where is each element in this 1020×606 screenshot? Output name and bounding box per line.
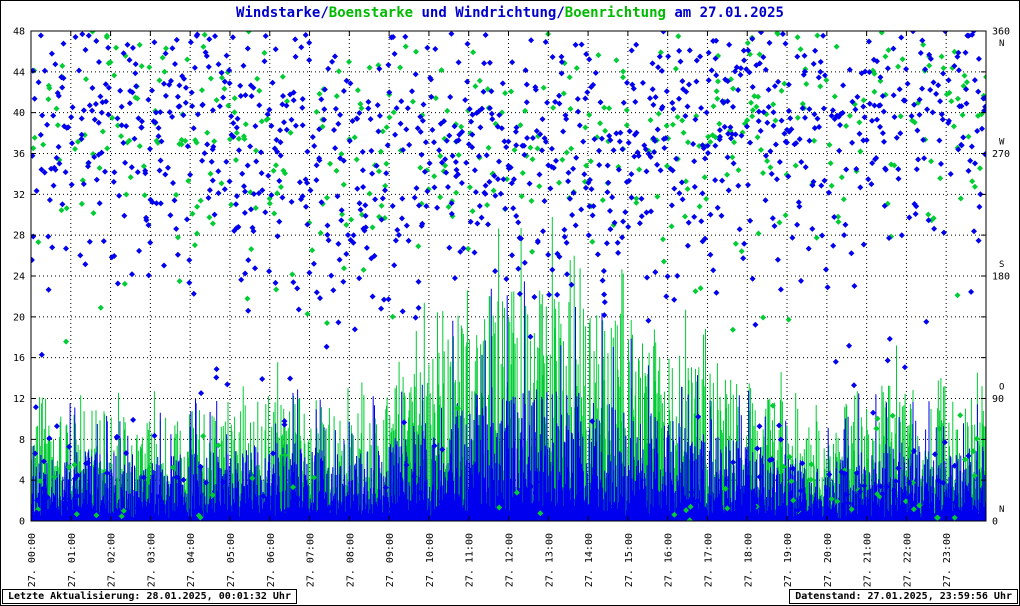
title-segment-3: Boenrichtung — [564, 5, 666, 21]
svg-text:180: 180 — [992, 272, 1010, 283]
svg-text:0: 0 — [992, 517, 998, 528]
svg-text:27. 04:00: 27. 04:00 — [186, 533, 197, 587]
footer-last-update: Letzte Aktualisierung: 28.01.2025, 00:01… — [2, 589, 297, 604]
svg-text:27. 06:00: 27. 06:00 — [266, 533, 277, 587]
svg-text:27. 07:00: 27. 07:00 — [306, 533, 317, 587]
title-segment-1: Boenstarke — [328, 5, 414, 21]
footer-data-state: Datenstand: 27.01.2025, 23:59:56 Uhr — [789, 589, 1018, 604]
x-axis-labels: 27. 00:00 27. 01:00 27. 02:00 27. 03:00 27. … — [27, 533, 953, 587]
title-segment-4: am 27.01.2025 — [665, 5, 784, 21]
svg-text:27. 08:00: 27. 08:00 — [345, 533, 356, 587]
svg-text:16: 16 — [13, 353, 25, 364]
svg-text:27. 23:00: 27. 23:00 — [942, 533, 953, 587]
svg-text:0: 0 — [19, 517, 25, 528]
svg-text:48: 48 — [13, 27, 25, 38]
svg-text:27. 00:00: 27. 00:00 — [27, 533, 38, 587]
svg-text:4: 4 — [19, 476, 25, 487]
svg-text:N: N — [999, 39, 1004, 49]
svg-text:36: 36 — [13, 149, 25, 160]
svg-text:32: 32 — [13, 190, 25, 201]
svg-text:27. 15:00: 27. 15:00 — [624, 533, 635, 587]
svg-text:360: 360 — [992, 27, 1010, 38]
svg-text:27. 12:00: 27. 12:00 — [505, 533, 516, 587]
svg-text:27. 13:00: 27. 13:00 — [544, 533, 555, 587]
svg-text:28: 28 — [13, 231, 25, 242]
chart-title: Windstarke/Boenstarke und Windrichtung/B… — [1, 5, 1019, 21]
svg-text:24: 24 — [13, 272, 25, 283]
plot-border — [30, 30, 987, 522]
svg-text:27. 01:00: 27. 01:00 — [67, 533, 78, 587]
svg-text:27. 21:00: 27. 21:00 — [863, 533, 874, 587]
svg-text:27. 19:00: 27. 19:00 — [783, 533, 794, 587]
svg-text:O: O — [999, 383, 1004, 393]
svg-text:27. 05:00: 27. 05:00 — [226, 533, 237, 587]
svg-text:270: 270 — [992, 149, 1010, 160]
svg-text:N: N — [999, 505, 1004, 515]
svg-text:40: 40 — [13, 108, 25, 119]
svg-text:27. 20:00: 27. 20:00 — [823, 533, 834, 587]
title-segment-2: und Windrichtung/ — [413, 5, 565, 21]
svg-text:20: 20 — [13, 312, 25, 323]
svg-text:W: W — [999, 138, 1005, 148]
svg-text:90: 90 — [992, 394, 1004, 405]
svg-text:8: 8 — [19, 435, 25, 446]
svg-text:27. 02:00: 27. 02:00 — [107, 533, 118, 587]
svg-text:27. 16:00: 27. 16:00 — [664, 533, 675, 587]
data-layer — [31, 31, 986, 521]
svg-text:27. 18:00: 27. 18:00 — [743, 533, 754, 587]
svg-text:27. 11:00: 27. 11:00 — [465, 533, 476, 587]
svg-text:27. 14:00: 27. 14:00 — [584, 533, 595, 587]
svg-text:27. 03:00: 27. 03:00 — [146, 533, 157, 587]
svg-text:27. 17:00: 27. 17:00 — [703, 533, 714, 587]
svg-text:27. 09:00: 27. 09:00 — [385, 533, 396, 587]
title-segment-0: Windstarke/ — [236, 5, 329, 21]
svg-text:27. 10:00: 27. 10:00 — [425, 533, 436, 587]
svg-text:12: 12 — [13, 394, 25, 405]
svg-text:44: 44 — [13, 67, 25, 78]
svg-text:S: S — [999, 260, 1004, 270]
svg-text:27. 22:00: 27. 22:00 — [902, 533, 913, 587]
